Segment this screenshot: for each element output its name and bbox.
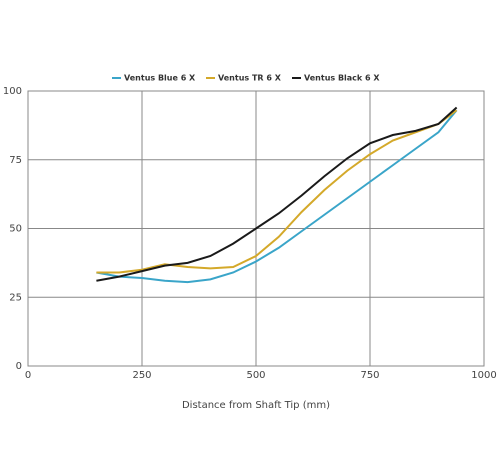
series-line [96, 109, 458, 274]
x-axis-label: Distance from Shaft Tip (mm) [182, 400, 330, 411]
x-tick-label: 250 [132, 370, 151, 381]
y-tick-label: 25 [9, 292, 22, 303]
y-tick-label: 75 [9, 155, 22, 166]
legend-label: Ventus Black 6 X [304, 74, 380, 83]
legend-label: Ventus Blue 6 X [124, 74, 196, 83]
y-tick-label: 100 [3, 86, 22, 97]
y-tick-label: 50 [9, 224, 22, 235]
x-tick-label: 750 [360, 370, 379, 381]
x-tick-label: 1000 [471, 370, 496, 381]
x-tick-label: 0 [25, 370, 31, 381]
y-tick-label: 0 [16, 361, 22, 372]
x-tick-label: 500 [246, 370, 265, 381]
series-line [96, 109, 458, 284]
series-line [96, 106, 458, 282]
legend-label: Ventus TR 6 X [218, 74, 282, 83]
